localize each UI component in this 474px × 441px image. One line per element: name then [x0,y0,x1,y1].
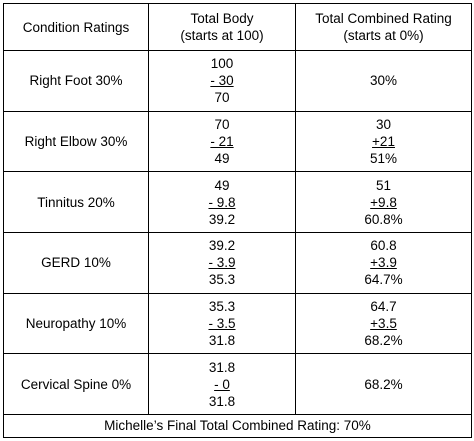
table-row: Cervical Spine 0% 31.8 - 0 31.8 68.2% [3,353,472,415]
body-subtract-value: - 3.9 [208,255,236,271]
total-combined-cell: 60.8 +3.9 64.7% [295,231,472,294]
body-result-value: 39.2 [208,211,236,227]
final-rating-text: Michelle’s Final Total Combined Rating: … [104,418,371,434]
final-rating-cell: Michelle’s Final Total Combined Rating: … [3,413,472,439]
combined-result-value: 60.8% [364,211,403,227]
body-result-value: 49 [214,151,230,166]
combined-add-value: +9.8 [370,194,397,210]
total-body-cell: 70 - 21 49 [148,110,296,173]
body-subtract-value: - 3.5 [208,315,236,331]
total-body-cell: 100 - 30 70 [148,50,296,112]
body-start-value: 35.3 [208,298,236,314]
total-combined-cell: 64.7 +3.5 68.2% [295,292,472,355]
body-start-value: 100 [210,56,234,72]
combined-add-value: +3.9 [370,255,397,271]
combined-add-value: +3.5 [370,315,397,331]
condition-cell: Right Elbow 30% [3,110,149,173]
total-body-header-title: Total Body [190,11,254,27]
combined-start-value: 30 [375,117,392,132]
table-row: GERD 10% 39.2 - 3.9 35.3 60.8 +3.9 64.7% [3,231,472,294]
total-combined-cell: 30 +21 51% [295,110,472,173]
total-body-cell: 39.2 - 3.9 35.3 [148,231,296,294]
combined-result-value: 51% [369,151,398,166]
total-combined-header: Total Combined Rating (starts at 0%) [295,2,472,52]
body-start-value: 49 [214,177,230,193]
total-combined-cell: 30% [295,50,472,112]
combined-start-value: 64.7 [370,298,397,314]
header-row: Condition Ratings Total Body (starts at 1… [3,2,472,52]
combined-result-value: 68.2% [364,376,403,392]
total-body-header: Total Body (starts at 100) [148,2,296,52]
total-body-header-note: (starts at 100) [180,28,264,44]
body-start-value: 39.2 [208,238,236,254]
combined-start-value: 51 [375,177,392,193]
total-combined-cell: 68.2% [295,353,472,415]
combined-result-value: 64.7% [364,272,403,288]
body-subtract-value: - 9.8 [208,194,236,210]
total-combined-header-note: (starts at 0%) [343,28,424,44]
combined-result-value: 30% [369,73,398,89]
table-row: Right Foot 30% 100 - 30 70 30% [3,50,472,112]
body-result-value: 31.8 [208,393,236,409]
table-row: Right Elbow 30% 70 - 21 49 30 +21 51% [3,110,472,173]
body-subtract-value: - 30 [210,73,234,89]
table-row: Neuropathy 10% 35.3 - 3.5 31.8 64.7 +3.5… [3,292,472,355]
condition-cell: Neuropathy 10% [3,292,149,355]
total-body-cell: 35.3 - 3.5 31.8 [148,292,296,355]
body-result-value: 31.8 [208,332,236,348]
total-combined-cell: 51 +9.8 60.8% [295,171,472,233]
body-start-value: 31.8 [208,359,236,375]
condition-header: Condition Ratings [3,2,149,52]
body-subtract-value: - 0 [214,376,230,392]
footer-row: Michelle’s Final Total Combined Rating: … [3,413,472,439]
condition-cell: Tinnitus 20% [3,171,149,233]
total-body-cell: 31.8 - 0 31.8 [148,353,296,415]
body-subtract-value: - 21 [210,134,234,149]
condition-cell: GERD 10% [3,231,149,294]
body-result-value: 70 [214,90,230,106]
combined-result-value: 68.2% [364,332,403,348]
combined-add-value: +21 [372,134,395,149]
body-start-value: 70 [214,117,230,132]
table-row: Tinnitus 20% 49 - 9.8 39.2 51 +9.8 60.8% [3,171,472,233]
combined-start-value: 60.8 [370,238,397,254]
condition-cell: Right Foot 30% [3,50,149,112]
total-body-cell: 49 - 9.8 39.2 [148,171,296,233]
combined-rating-table: Condition Ratings Total Body (starts at 1… [3,2,472,439]
total-combined-header-title: Total Combined Rating [315,11,452,27]
body-result-value: 35.3 [208,272,236,288]
condition-cell: Cervical Spine 0% [3,353,149,415]
